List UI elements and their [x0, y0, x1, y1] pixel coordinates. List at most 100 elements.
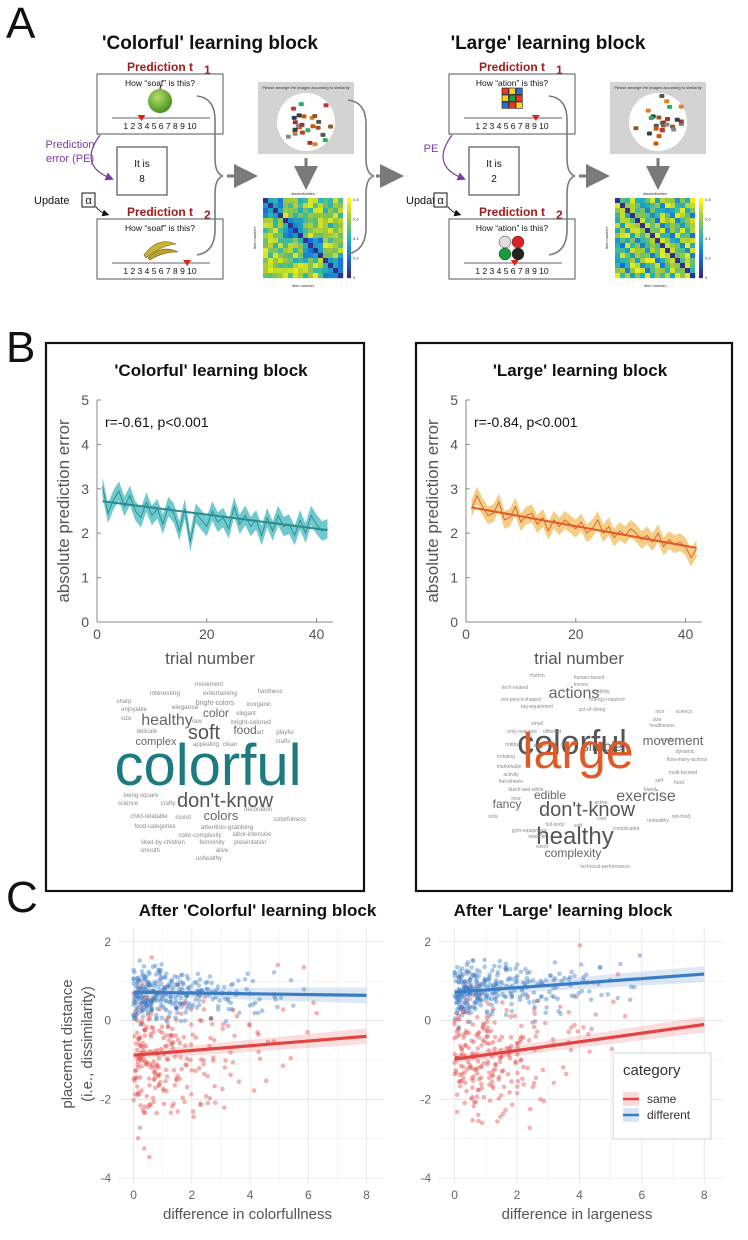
same-category-point — [533, 1075, 539, 1081]
colorbar-tick: 0.6 — [705, 217, 711, 222]
colorbar-segment — [347, 242, 351, 247]
matrix-cell — [635, 263, 641, 269]
different-category-point — [523, 966, 528, 972]
matrix-cell — [620, 208, 626, 214]
same-category-point — [201, 1007, 207, 1012]
different-category-point — [524, 975, 530, 981]
matrix-cell — [263, 273, 269, 279]
same-category-point — [149, 955, 155, 960]
different-category-point — [472, 1005, 477, 1010]
different-category-point — [495, 981, 500, 986]
colorbar-segment — [699, 254, 703, 259]
arrangement-circle — [277, 93, 335, 151]
same-category-point — [134, 1030, 140, 1036]
word-cloud-word: colorfulness — [274, 817, 306, 823]
matrix-cell — [635, 248, 641, 254]
matrix-cell — [630, 258, 636, 264]
matrix-cell — [333, 208, 339, 214]
matrix-cell — [660, 248, 666, 254]
different-category-point — [168, 979, 173, 984]
prediction-t2-box — [448, 218, 576, 280]
same-category-point — [134, 1008, 139, 1013]
same-category-point — [484, 1015, 490, 1021]
matrix-cell — [283, 268, 289, 274]
colorbar-segment — [699, 234, 703, 239]
different-category-point — [462, 979, 467, 984]
same-category-point — [280, 1063, 286, 1069]
same-category-point — [475, 1031, 481, 1036]
matrix-cell — [338, 233, 344, 239]
matrix-cell — [665, 268, 671, 274]
matrix-cell — [278, 248, 284, 254]
y-tick-label: -2 — [420, 1092, 431, 1106]
different-category-point — [474, 996, 480, 1002]
same-category-point — [314, 1010, 319, 1016]
matrix-cell — [308, 213, 314, 219]
same-category-point — [188, 1057, 193, 1063]
same-category-point — [509, 1079, 514, 1084]
matrix-cell — [675, 203, 681, 209]
matrix-cell — [630, 228, 636, 234]
different-category-point — [468, 981, 474, 987]
same-category-point — [148, 1065, 154, 1070]
same-category-point — [236, 1079, 242, 1084]
same-category-point — [177, 1040, 183, 1046]
colorbar-segment — [347, 258, 351, 263]
same-category-point — [492, 1066, 498, 1072]
same-category-point — [525, 993, 531, 999]
matrix-cell — [318, 233, 324, 239]
different-category-point — [464, 984, 470, 990]
different-category-point — [498, 979, 503, 985]
same-category-point — [535, 998, 540, 1004]
matrix-cell — [675, 248, 681, 254]
y-tick-label: 2 — [450, 525, 458, 541]
word-cloud-word: mobility — [593, 689, 610, 695]
same-category-point — [462, 1100, 468, 1106]
same-category-point — [188, 1022, 194, 1027]
different-category-point — [578, 962, 584, 967]
matrix-cell — [680, 208, 686, 214]
update-label: Update — [406, 195, 441, 207]
matrix-cell — [680, 223, 686, 229]
matrix-cell — [650, 273, 656, 279]
word-cloud-word: alive — [216, 848, 229, 854]
colorbar-segment — [347, 238, 351, 243]
matrix-cell — [680, 218, 686, 224]
matrix-cell — [308, 203, 314, 209]
same-category-point — [479, 1085, 485, 1091]
same-category-point — [144, 1024, 149, 1030]
different-category-point — [473, 979, 479, 985]
same-category-point — [263, 1078, 269, 1084]
different-category-point — [515, 962, 520, 967]
matrix-cell — [630, 233, 636, 239]
same-category-point — [134, 1075, 139, 1081]
different-category-point — [196, 983, 202, 988]
word-cloud-word: food — [674, 780, 684, 786]
y-tick-label: -4 — [100, 1171, 111, 1185]
word-cloud-word: interesting — [150, 690, 180, 697]
different-category-point — [599, 992, 604, 998]
different-category-point — [291, 1003, 296, 1008]
same-category-point — [518, 1023, 524, 1029]
matrix-cell — [660, 263, 666, 269]
same-category-point — [471, 1103, 476, 1109]
different-category-point — [459, 994, 465, 1000]
matrix-cell — [645, 213, 651, 219]
same-category-point — [488, 1028, 494, 1034]
matrix-cell — [615, 263, 621, 269]
different-category-point — [181, 981, 186, 987]
y-tick-label: 3 — [450, 481, 458, 497]
matrix-cell — [278, 273, 284, 279]
different-category-point — [500, 981, 505, 986]
different-category-point — [568, 974, 573, 980]
different-category-point — [488, 996, 494, 1002]
different-category-point — [184, 1006, 190, 1011]
matrix-xlabel: item number — [292, 283, 315, 288]
matrix-cell — [625, 228, 631, 234]
different-category-point — [522, 981, 528, 986]
matrix-cell — [655, 218, 661, 224]
matrix-cell — [685, 233, 691, 239]
arranged-item-thumbnail — [674, 117, 680, 122]
matrix-cell — [313, 233, 319, 239]
